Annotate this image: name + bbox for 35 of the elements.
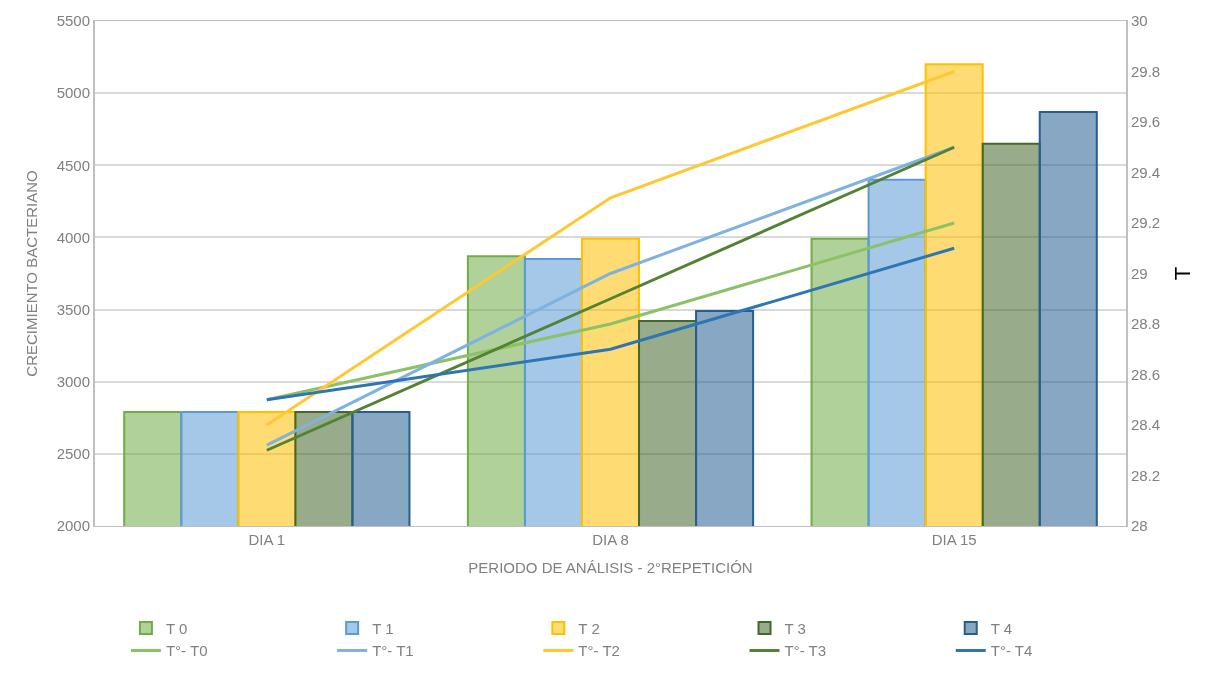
y2-tick-label: 29.2 <box>1131 214 1161 232</box>
y-tick-label: 5000 <box>56 84 90 102</box>
y-tick-label: 2500 <box>56 445 90 463</box>
y2-tick-label: 28.2 <box>1131 466 1161 484</box>
legend-label: T°- T3 <box>784 642 827 660</box>
legend-label: T°- T1 <box>372 642 414 660</box>
y-tick-label: 4000 <box>56 228 90 246</box>
y2-tick-label: 28.6 <box>1131 365 1161 383</box>
legend-label: T 0 <box>165 619 188 637</box>
legend-label: T 3 <box>784 619 806 637</box>
y-axis-title: CRECIMIENTO BACTERIANO <box>23 170 41 377</box>
legend-label: T 2 <box>578 619 600 637</box>
y2-axis-title: T <box>1169 266 1195 281</box>
y2-tick-label: 28.4 <box>1131 416 1161 434</box>
legend-label: T 1 <box>372 619 394 637</box>
y2-tick-label: 30 <box>1131 12 1148 30</box>
y-tick-label: 3500 <box>56 300 90 318</box>
y-tick-label: 2000 <box>56 517 90 535</box>
y2-tick-label: 29.8 <box>1131 62 1161 80</box>
legend-label: T 4 <box>990 619 1013 637</box>
legend-label: T°- T4 <box>990 642 1033 660</box>
x-tick-label: DIA 1 <box>248 531 286 548</box>
x-tick-label: DIA 15 <box>931 531 977 548</box>
y-tick-label: 5500 <box>56 12 90 30</box>
x-axis-title: PERIODO DE ANÁLISIS - 2°REPETICIÓN <box>468 559 753 576</box>
x-tick-label: DIA 8 <box>592 531 629 548</box>
legend-label: T°- T0 <box>165 642 208 660</box>
y-tick-label: 4500 <box>56 156 90 174</box>
y2-tick-label: 29.4 <box>1131 163 1161 181</box>
y-tick-label: 3000 <box>56 372 90 390</box>
y2-tick-label: 29.6 <box>1131 113 1161 131</box>
y2-tick-label: 28 <box>1131 517 1148 535</box>
y2-tick-label: 28.8 <box>1131 315 1161 333</box>
legend-label: T°- T2 <box>578 642 620 660</box>
y2-tick-label: 29 <box>1131 264 1148 282</box>
